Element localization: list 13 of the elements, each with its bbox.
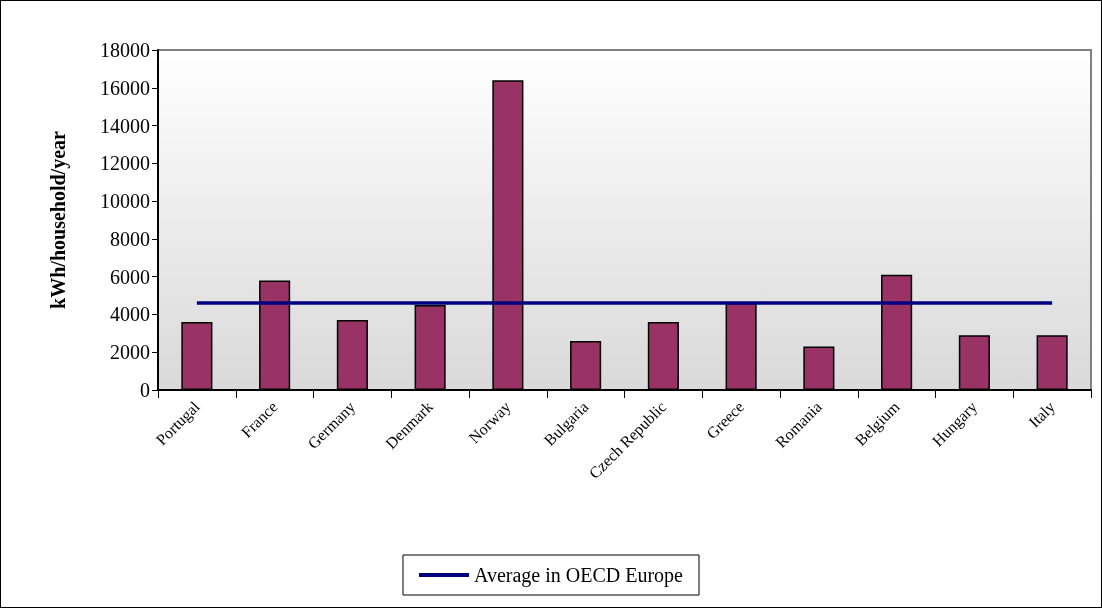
y-tick-label: 14000 (100, 114, 150, 137)
y-tick-label: 10000 (100, 190, 150, 213)
legend-label: Average in OECD Europe (474, 564, 684, 587)
y-tick-label: 6000 (110, 265, 150, 288)
y-tick-label: 4000 (110, 303, 150, 326)
x-tick-label: Italy (1025, 397, 1059, 432)
y-tick-label: 18000 (100, 39, 150, 61)
y-tick-label: 0 (140, 379, 150, 401)
y-tick-label: 8000 (110, 227, 150, 250)
y-tick-label: 12000 (100, 152, 150, 175)
y-axis-title: kWh/household/year (47, 130, 70, 309)
y-tick-label: 2000 (110, 341, 150, 364)
y-tick-label: 16000 (100, 76, 150, 99)
